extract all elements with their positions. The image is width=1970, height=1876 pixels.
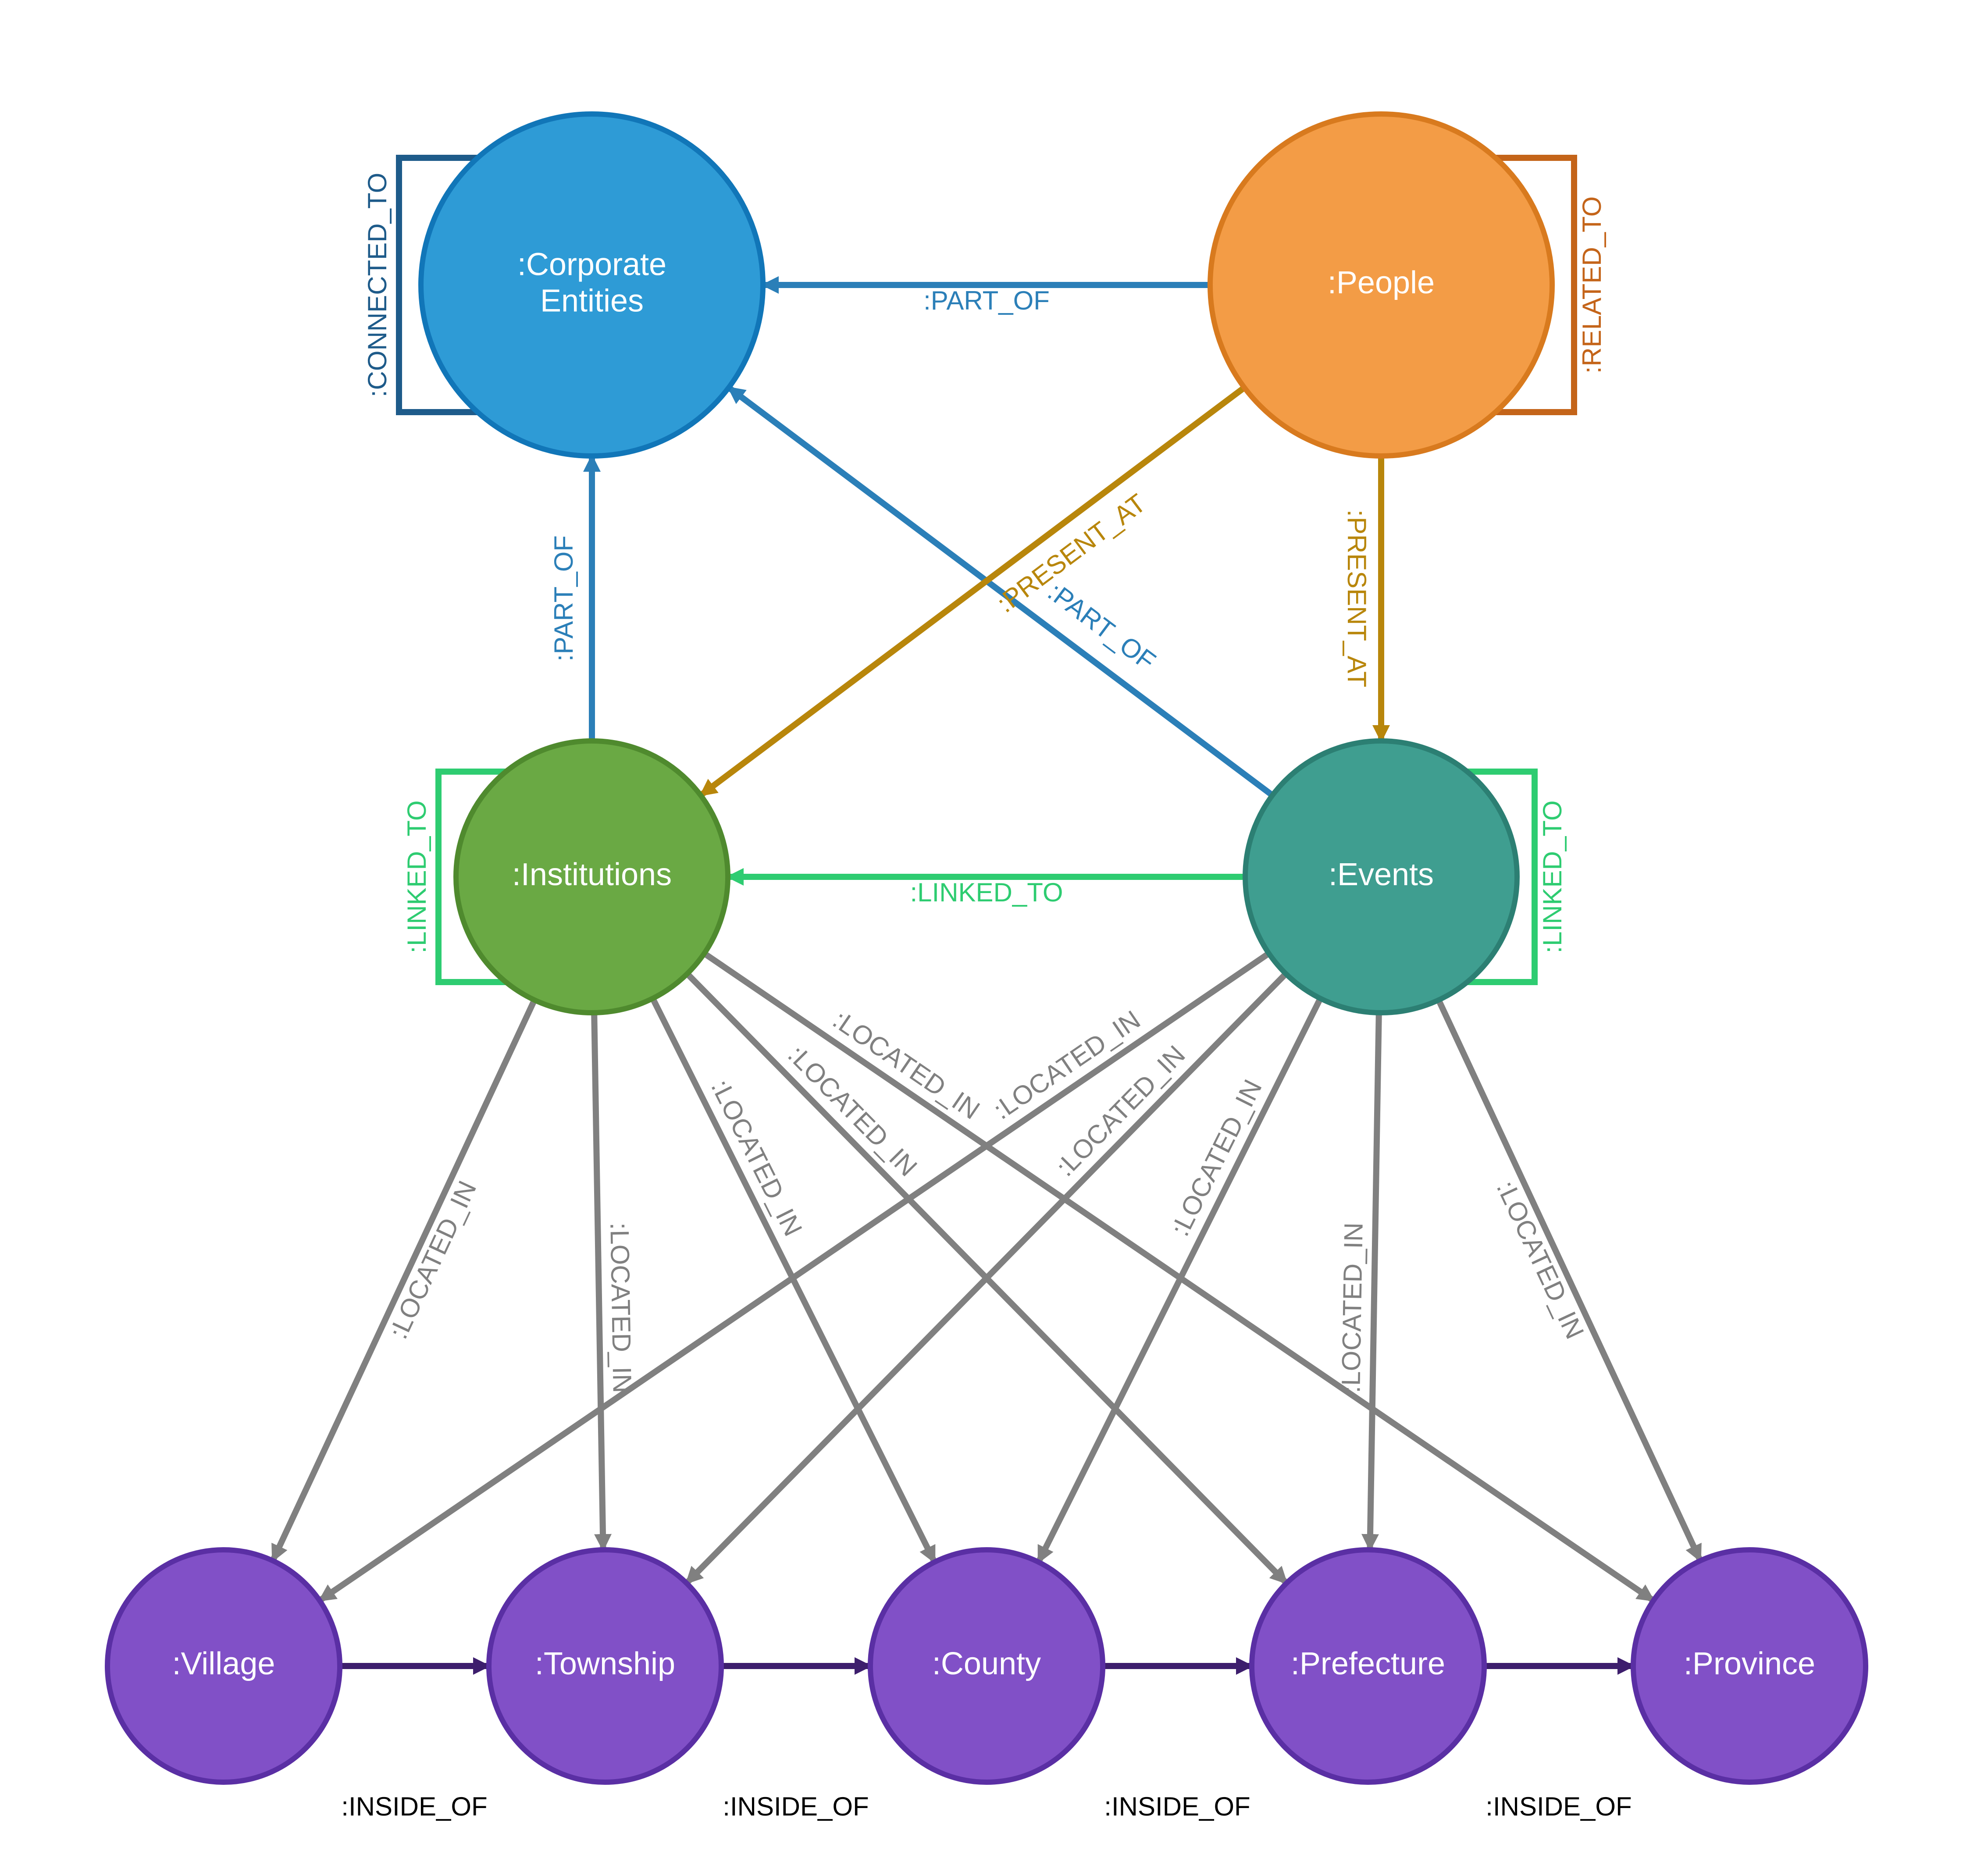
edge-label-institutions-township: :LOCATED_IN [605,1222,637,1393]
self-loop-label-corporate: :CONNECTED_TO [363,173,392,397]
node-label-village: :Village [172,1646,275,1681]
edge-label-events-institutions: :LINKED_TO [910,878,1063,907]
edge-institutions-village [273,1000,534,1561]
node-label-county: :County [932,1646,1041,1681]
edge-events-province [1439,1000,1700,1561]
node-label-institutions: :Institutions [512,857,672,892]
edge-label-people-corporate: :PART_OF [923,286,1050,315]
self-loop-label-people: :RELATED_TO [1577,196,1607,374]
self-loop-label-institutions: :LINKED_TO [402,800,431,953]
edge-label-institutions-county: :LOCATED_IN [705,1075,808,1241]
edge-label-events-county: :LOCATED_IN [1165,1075,1268,1241]
edge-label-institutions-village: :LOCATED_IN [383,1176,482,1343]
edge-label-events-corporate: :PART_OF [1043,577,1161,676]
self-loop-label-events: :LINKED_TO [1538,800,1567,953]
edge-label-county-prefecture: :INSIDE_OF [1104,1792,1250,1821]
node-label-events: :Events [1329,857,1434,892]
edge-label-township-county: :INSIDE_OF [723,1792,869,1821]
edge-events-prefecture [1370,1013,1379,1550]
graph-diagram: :CONNECTED_TO :RELATED_TO :LINKED_TO :LINKE… [0,0,1970,1876]
edge-label-events-province: :LOCATED_IN [1491,1176,1590,1343]
edge-institutions-township [594,1013,603,1550]
edge-label-events-prefecture: :LOCATED_IN [1336,1222,1368,1393]
node-label-prefecture: :Prefecture [1291,1646,1445,1681]
node-label-people: :People [1328,265,1435,300]
edge-label-prefecture-province: :INSIDE_OF [1486,1792,1632,1821]
node-label-township: :Township [535,1646,675,1681]
edge-label-institutions-corporate: :PART_OF [549,535,578,662]
edge-label-people-events: :PRESENT_AT [1342,509,1372,687]
node-label-corporate: :Corporate [517,247,666,282]
node-label-corporate: Entities [540,283,644,318]
edge-label-village-township: :INSIDE_OF [341,1792,487,1821]
node-label-province: :Province [1684,1646,1815,1681]
edge-people-institutions [701,388,1244,795]
